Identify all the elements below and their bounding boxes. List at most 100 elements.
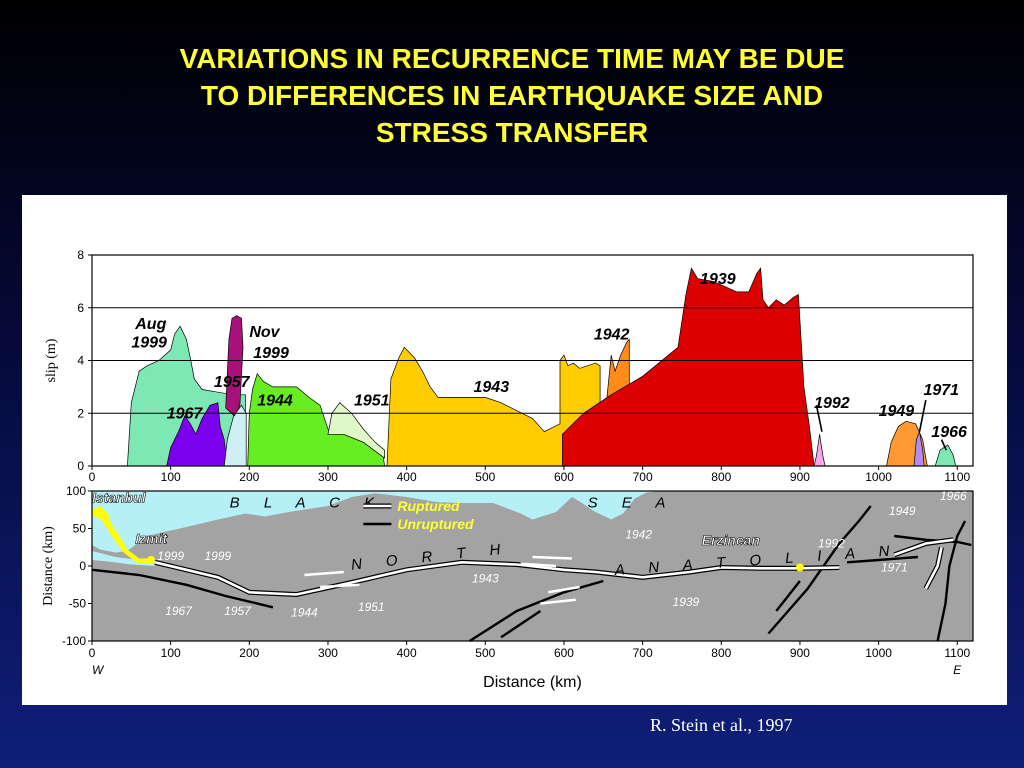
map-rupture-year-label: 1951 [358,600,385,614]
slip-area-1939 [562,267,815,467]
legend-ruptured-label: Ruptured [397,498,460,514]
slip-y-tick-label: 0 [77,459,84,473]
figure-svg: 0 2 4 6 8 0 100 200 300 400 500 600 700 800 900 1000 110… [41,248,974,691]
slip-area-1967 [166,402,228,467]
map-slip-arrow [548,585,580,594]
map-sea-label-black: B L A C K [230,495,384,512]
map-rupture-year-label: 1999 [205,549,232,563]
slip-x-tick-label: 400 [397,470,417,484]
map-rupture-year-label: 1999 [157,549,184,563]
map-unruptured-fault [936,520,967,642]
figure-panel: 0 2 4 6 8 0 100 200 300 400 500 600 700 800 900 1000 110… [22,195,1007,705]
map-x-tick-label: 300 [318,646,338,660]
slip-y-tick-label: 6 [77,301,84,315]
slip-area-1951 [327,402,385,459]
slip-y-tick-label: 2 [77,406,84,420]
map-izmit-marker [146,556,155,564]
slip-leader-line [940,439,947,451]
slip-y-tick-label: 8 [77,248,84,262]
slip-year-label: 1966 [931,424,967,441]
map-rupture-year-label: 1943 [472,572,499,586]
map-unruptured-fault [500,610,542,639]
slip-year-label: 1999 [131,334,167,351]
map-x-tick-label: 800 [711,646,731,660]
map-x-tick-label: 900 [790,646,810,660]
map-city-istanbul: Istanbul [92,489,147,505]
slip-year-label: 1943 [474,379,510,396]
map-x-tick-label: 100 [161,646,181,660]
map-slip-arrow [532,555,572,560]
map-rupture-year-label: 1971 [881,560,908,574]
map-rupture-year-label: 1949 [889,504,916,518]
slip-year-label: 1999 [253,345,289,362]
slip-panel: 0 2 4 6 8 0 100 200 300 400 500 600 700 800 900 1000 110… [44,248,974,484]
map-rupture-year-label: 1992 [818,536,845,550]
map-east-label: E [953,663,962,677]
slip-year-label: 1971 [923,382,959,399]
slip-x-tick-label: 900 [790,470,810,484]
map-slip-arrow [520,562,557,568]
map-plot-frame [91,490,974,642]
map-rupture-year-label: 1944 [291,605,318,619]
map-x-tick-label: 1000 [865,646,892,660]
slip-year-label: Nov [249,324,280,341]
slip-x-tick-label: 100 [161,470,181,484]
slip-x-tick-label: 1100 [944,470,970,484]
slip-year-label: 1949 [879,403,915,420]
map-y-axis-label: Distance (km) [41,526,56,606]
map-slip-arrow [304,570,344,577]
slip-year-label: 1942 [594,326,630,343]
map-ruptured-fault [893,538,954,557]
slip-y-axis-label: slip (m) [44,338,59,382]
slip-year-label: 1939 [700,271,736,288]
map-ruptured-fault [154,560,840,596]
map-ruptured-fault [924,547,943,590]
slip-plot-frame [91,254,974,467]
slip-x-tick-label: 800 [711,470,731,484]
map-rupture-year-label: 1966 [940,489,967,503]
title-line-2: TO DIFFERENCES IN EARTHQUAKE SIZE AND [200,80,824,111]
map-rupture-year-label: 1967 [165,604,193,618]
slip-x-tick-label: 300 [318,470,338,484]
map-unruptured-fault [775,580,801,612]
slide-title: VARIATIONS IN RECURRENCE TIME MAY BE DUE… [60,40,964,151]
map-rupture-year-label: 1957 [224,604,252,618]
map-slip-arrow [320,583,360,589]
map-unruptured-fault [91,568,274,609]
map-city-izmit: Izmit [135,531,168,547]
map-west-label: W [92,663,105,677]
map-slip-arrow [540,598,576,605]
slip-area-nov-1999 [225,315,244,417]
map-city-erzincan: Erzincan [702,532,760,548]
slip-leader-line [918,399,927,432]
map-unruptured-fault [767,505,872,635]
slip-year-label: 1944 [257,392,293,409]
map-rupture-year-label: 1942 [625,527,652,541]
map-rupture-year-label: 1939 [673,595,700,609]
map-black-sea [92,491,659,553]
map-unruptured-fault [847,555,918,564]
map-x-tick-label: 1100 [944,646,970,660]
slip-x-tick-label: 600 [554,470,574,484]
slip-year-label: 1992 [814,395,850,412]
slip-x-tick-label: 200 [239,470,259,484]
map-y-tick-label: 50 [73,522,87,536]
slip-y-tick-label: 4 [77,354,84,368]
map-x-tick-label: 700 [633,646,653,660]
slip-x-tick-label: 1000 [865,470,892,484]
map-y-tick-label: -50 [69,597,87,611]
legend-unruptured-label: Unruptured [397,516,474,532]
map-x-tick-label: 0 [89,646,96,660]
slip-x-tick-label: 700 [633,470,653,484]
slip-leader-line [815,405,823,432]
title-line-3: STRESS TRANSFER [375,117,649,148]
map-x-tick-label: 400 [397,646,417,660]
map-unruptured-fault [468,579,604,643]
slip-year-label: 1951 [354,392,390,409]
map-sea-label-sea: S E A [588,495,676,512]
slip-x-tick-label: 500 [475,470,495,484]
map-highlight-region [92,506,155,563]
title-line-1: VARIATIONS IN RECURRENCE TIME MAY BE DUE [179,43,845,74]
map-x-tick-label: 500 [475,646,495,660]
